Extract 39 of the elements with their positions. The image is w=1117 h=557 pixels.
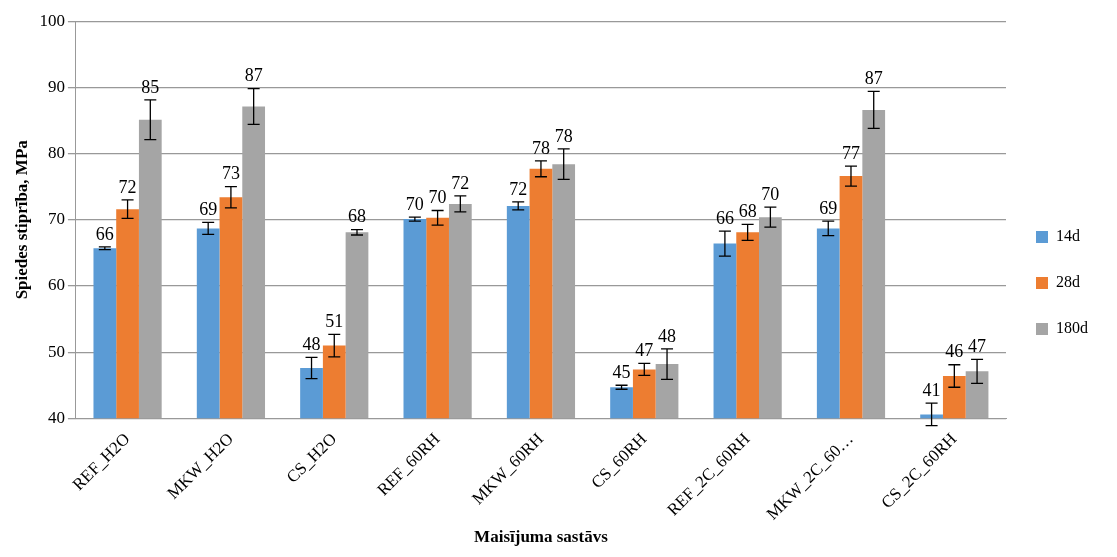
y-tick-label: 40 [47, 407, 65, 427]
data-label: 77 [841, 142, 860, 163]
x-axis-title: Maisījuma sastāvs [474, 527, 609, 547]
data-label: 66 [95, 223, 114, 244]
y-axis-title: Spiedes stiprība, MPa [11, 139, 31, 300]
data-label: 47 [968, 336, 987, 357]
data-label: 73 [221, 163, 240, 184]
data-label: 48 [658, 325, 677, 346]
data-label: 70 [405, 193, 424, 214]
data-label: 68 [738, 201, 757, 222]
data-label: 69 [199, 199, 218, 220]
data-label: 78 [531, 137, 550, 158]
data-label: 78 [554, 125, 573, 146]
data-label: 70 [428, 187, 447, 208]
data-label: 68 [348, 206, 366, 227]
y-tick-label: 90 [47, 76, 65, 96]
data-label: 72 [451, 172, 470, 193]
legend-label: 180d [1056, 319, 1088, 337]
legend-label: 14d [1056, 227, 1080, 245]
data-label: 51 [325, 311, 344, 332]
data-label: 72 [509, 178, 528, 199]
data-label: 47 [635, 340, 654, 361]
y-tick-label: 60 [47, 275, 65, 295]
data-label: 46 [945, 341, 964, 362]
data-label: 70 [761, 183, 780, 204]
data-label: 41 [922, 379, 941, 400]
legend-label: 28d [1056, 273, 1080, 291]
y-tick-label: 50 [47, 341, 65, 361]
y-tick-label: 80 [47, 143, 65, 163]
y-tick-label: 100 [39, 10, 65, 30]
data-label: 87 [244, 65, 263, 86]
data-label: 69 [819, 197, 838, 218]
data-label: 45 [612, 362, 631, 383]
data-label: 85 [141, 76, 160, 97]
data-label: 72 [118, 176, 137, 197]
data-label: 87 [864, 68, 883, 89]
data-label: 66 [715, 207, 734, 228]
data-label: 48 [302, 334, 321, 355]
y-tick-label: 70 [47, 209, 65, 229]
